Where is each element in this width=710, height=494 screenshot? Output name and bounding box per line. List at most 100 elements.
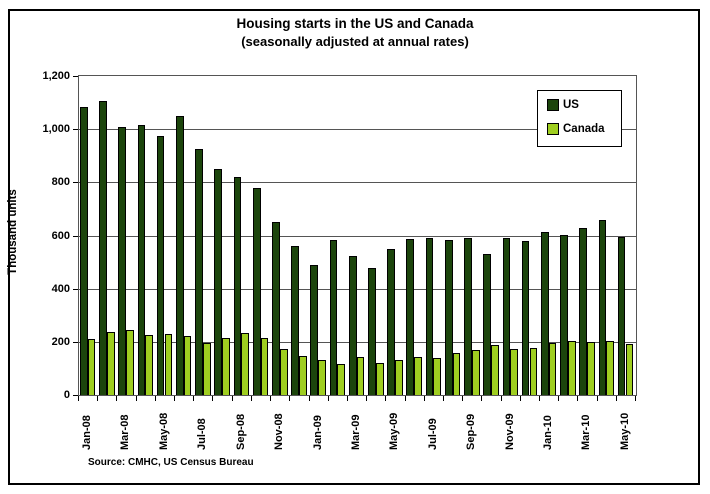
- us-bar-Apr-09: [368, 267, 376, 395]
- us-bar-Sep-09: [464, 238, 472, 395]
- x-tick: [231, 396, 233, 401]
- x-tick-label: Sep-09: [465, 413, 478, 450]
- legend-label-canada: Canada: [563, 123, 605, 135]
- us-bar-Feb-08: [99, 101, 107, 395]
- canada-bar-Mar-09: [356, 356, 365, 395]
- gridline-800: [79, 182, 636, 184]
- x-tick-label: Sep-08: [234, 413, 247, 450]
- x-tick: [97, 396, 99, 401]
- us-bar-Feb-09: [329, 240, 338, 395]
- x-tick-label: Jan-08: [81, 415, 93, 450]
- us-bar-Aug-08: [214, 169, 223, 395]
- canada-series-swatch-icon: [547, 123, 559, 135]
- legend-item-us: US: [547, 99, 579, 111]
- x-tick: [270, 396, 272, 401]
- canada-bar-Feb-10: [567, 341, 576, 395]
- us-bar-Dec-08: [291, 246, 299, 395]
- x-tick-label: Jul-08: [196, 418, 209, 450]
- source-note: Source: CMHC, US Census Bureau: [88, 457, 254, 468]
- us-bar-Feb-10: [560, 234, 568, 395]
- x-tick: [250, 396, 252, 401]
- x-tick-label: May-09: [388, 412, 401, 450]
- gridline-1000: [79, 129, 636, 131]
- us-bar-Mar-08: [118, 126, 127, 395]
- us-bar-Mar-10: [579, 227, 588, 395]
- canada-bar-Aug-08: [222, 338, 230, 395]
- us-bar-Apr-08: [137, 125, 146, 395]
- canada-bar-Mar-10: [587, 341, 595, 395]
- canada-bar-May-09: [395, 360, 403, 395]
- x-tick: [385, 396, 387, 401]
- canada-bar-Apr-09: [375, 363, 384, 395]
- x-tick: [289, 396, 291, 401]
- x-tick: [135, 396, 137, 401]
- us-bar-May-10: [617, 237, 626, 395]
- canada-bar-Sep-09: [471, 350, 480, 395]
- x-tick: [212, 396, 214, 401]
- x-tick: [481, 396, 483, 401]
- gridline-600: [79, 235, 636, 237]
- y-tick-label: 200: [51, 335, 70, 348]
- x-tick-label: Jan-09: [311, 415, 324, 450]
- canada-bar-Dec-08: [299, 355, 307, 395]
- us-bar-Oct-08: [252, 188, 261, 395]
- y-tick-label: 1,000: [42, 123, 70, 136]
- y-tick: [73, 76, 78, 77]
- canada-bar-Dec-09: [529, 347, 538, 395]
- us-bar-Jan-10: [540, 232, 549, 395]
- canada-bar-Jun-09: [414, 356, 422, 395]
- canada-bar-Feb-09: [337, 364, 346, 395]
- canada-bar-Jul-09: [433, 358, 442, 395]
- canada-bar-Sep-08: [241, 333, 250, 395]
- x-tick-label: Jul-09: [426, 418, 439, 450]
- chart-title: Housing starts in the US and Canada: [236, 16, 474, 31]
- y-tick: [73, 341, 78, 343]
- us-bar-Dec-09: [521, 240, 530, 395]
- canada-bar-Nov-09: [510, 348, 519, 395]
- x-tick-label: Nov-08: [273, 413, 286, 450]
- us-series-swatch-icon: [547, 99, 559, 111]
- x-tick: [635, 396, 636, 401]
- us-bar-Nov-09: [502, 237, 511, 395]
- x-tick-label: Jan-10: [542, 415, 554, 450]
- x-tick: [423, 396, 425, 401]
- legend-item-canada: Canada: [547, 123, 605, 135]
- x-tick: [116, 396, 118, 401]
- canada-bar-Jul-08: [202, 342, 211, 395]
- gridline-400: [79, 288, 636, 290]
- us-bar-Oct-09: [483, 254, 491, 395]
- us-bar-Jul-09: [425, 238, 434, 395]
- x-tick: [327, 396, 329, 401]
- us-bar-Jan-09: [310, 264, 319, 395]
- y-tick: [73, 395, 78, 396]
- chart-subtitle: (seasonally adjusted at annual rates): [241, 34, 469, 49]
- canada-bar-Jan-08: [87, 339, 96, 395]
- x-tick: [154, 396, 156, 401]
- x-tick: [577, 396, 579, 401]
- x-tick-label: Mar-09: [349, 414, 362, 450]
- canada-bar-Apr-10: [606, 340, 615, 395]
- canada-bar-Nov-08: [279, 349, 288, 395]
- us-bar-Mar-09: [348, 256, 357, 395]
- plot-area: [78, 75, 637, 396]
- x-tick: [539, 396, 540, 401]
- y-tick-label: 800: [51, 176, 70, 189]
- x-tick: [596, 396, 598, 401]
- us-bar-Jul-08: [195, 148, 203, 395]
- us-bar-May-08: [156, 135, 165, 395]
- figure-border: [8, 9, 700, 485]
- x-tick: [558, 396, 560, 401]
- y-tick: [73, 129, 78, 131]
- legend-box: US Canada: [537, 90, 622, 147]
- canada-bar-Aug-09: [452, 353, 461, 395]
- us-bar-Nov-08: [272, 221, 280, 395]
- gridline-200: [79, 341, 636, 343]
- x-tick-label: May-08: [157, 412, 170, 450]
- x-tick: [78, 396, 79, 401]
- canada-bar-Oct-09: [491, 344, 499, 395]
- x-tick: [346, 396, 348, 401]
- us-bar-Jun-08: [175, 115, 184, 395]
- canada-bar-Jun-08: [183, 335, 192, 395]
- canada-bar-Jan-10: [548, 343, 557, 395]
